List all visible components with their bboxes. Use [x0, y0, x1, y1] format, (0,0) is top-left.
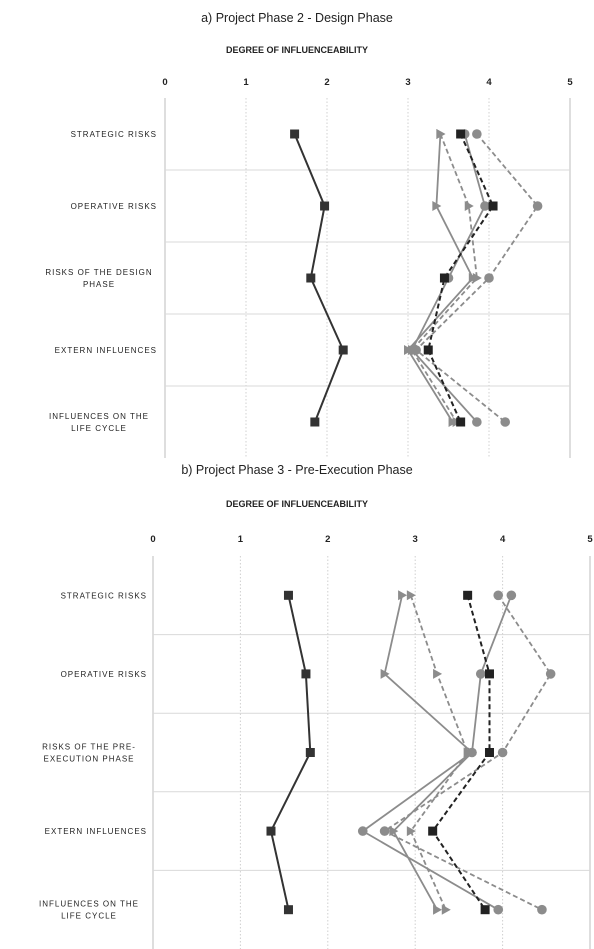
chart-b-category-label: LIFE CYCLE — [61, 912, 117, 921]
chart-b-triangle-marker — [433, 668, 443, 679]
chart-a-circle-marker — [484, 273, 494, 283]
chart-a-title: a) Project Phase 2 - Design Phase — [201, 11, 393, 25]
chart-a-square-marker — [310, 417, 320, 427]
chart-a-tick-label: 1 — [243, 77, 249, 88]
chart-b-category-label: RISKS OF THE PRE- — [42, 743, 136, 752]
chart-b-triangle-marker — [380, 668, 390, 679]
chart-b-triangle-marker — [389, 826, 399, 837]
chart-b-square-marker — [305, 748, 315, 757]
chart-b-square-marker — [428, 826, 438, 836]
chart-b-category-label: INFLUENCES ON THE — [39, 900, 139, 909]
chart-b-triangle-marker — [398, 590, 408, 601]
chart-b-tick-label: 0 — [150, 534, 155, 545]
chart-a-category-label: RISKS OF THE DESIGN — [45, 268, 152, 277]
chart-b-square-marker — [283, 905, 293, 915]
chart-a-circle-marker — [532, 201, 543, 211]
chart-b-category-label: OPERATIVE RISKS — [61, 670, 147, 679]
chart-a-tick-label: 0 — [162, 77, 167, 88]
chart-a-category-label: EXTERN INFLUENCES — [55, 346, 157, 355]
chart-b-tick-label: 5 — [587, 534, 593, 545]
chart-a-category-label: OPERATIVE RISKS — [71, 202, 157, 211]
chart-a-circle-marker — [480, 201, 490, 211]
chart-b-triangle-marker — [433, 904, 443, 915]
chart-a-tick-label: 3 — [405, 77, 410, 88]
chart-b-series-line — [383, 595, 474, 911]
chart-b-series-line — [431, 595, 491, 911]
chart-b-axis-title: DEGREE OF INFLUENCEABILITY — [226, 499, 368, 509]
chart-a-category-label: LIFE CYCLE — [71, 424, 127, 433]
chart-b-title: b) Project Phase 3 - Pre-Execution Phase — [181, 463, 412, 477]
chart-a-tick-label: 4 — [486, 77, 492, 88]
chart-a-square-marker — [320, 201, 330, 211]
chart-b-circle-marker — [493, 590, 504, 601]
chart-b-tick-label: 4 — [500, 534, 506, 545]
chart-b-circle-marker — [497, 747, 508, 758]
chart-b-circle-marker — [379, 826, 390, 836]
chart-a-series-line — [410, 133, 478, 423]
chart-a-tick-label: 5 — [567, 77, 573, 88]
chart-b-square-marker — [301, 669, 311, 679]
chart-a-square-marker — [423, 345, 433, 355]
chart-a-category-label: PHASE — [83, 280, 115, 289]
chart-b-tick-label: 3 — [413, 534, 418, 545]
chart-a-circle-marker — [500, 417, 511, 427]
chart-a-square-marker — [456, 129, 466, 139]
chart-b-square-marker — [484, 748, 494, 757]
chart-b-square-marker — [266, 826, 276, 836]
chart-b-square-marker — [283, 590, 293, 600]
chart-a-square-marker — [488, 201, 498, 211]
chart-a-square-marker — [439, 273, 449, 283]
chart-b-circle-marker — [467, 747, 477, 758]
chart-b-category-label: STRATEGIC RISKS — [61, 591, 147, 600]
chart-a-triangle-marker — [436, 129, 446, 139]
chart-b-series-line — [269, 595, 312, 910]
chart-b-category-label: EXECUTION PHASE — [43, 755, 134, 764]
chart-a-axis-title: DEGREE OF INFLUENCEABILITY — [226, 45, 368, 55]
chart-a-triangle-marker — [472, 273, 482, 283]
chart-b-triangle-marker — [406, 826, 416, 837]
chart-a-square-marker — [290, 129, 300, 139]
chart-b-series-line — [409, 595, 469, 911]
chart-b-circle-marker — [475, 669, 486, 679]
chart-a-square-marker — [338, 345, 348, 355]
chart-b-tick-label: 1 — [238, 534, 244, 545]
chart-b-square-marker — [463, 590, 473, 600]
chart-a-circle-marker — [411, 345, 421, 355]
chart-a-square-marker — [306, 273, 316, 283]
chart-b-triangle-marker — [441, 904, 451, 915]
chart-a-category-label: STRATEGIC RISKS — [71, 130, 157, 139]
chart-a-series-line — [293, 133, 345, 423]
chart-b-triangle-marker — [406, 590, 416, 601]
chart-a-triangle-marker — [464, 201, 474, 211]
chart-a-square-marker — [456, 417, 466, 427]
chart-a-category-label: INFLUENCES ON THE — [49, 412, 149, 421]
chart-b-circle-marker — [537, 904, 547, 915]
chart-b-circle-marker — [493, 904, 504, 915]
chart-b-category-label: EXTERN INFLUENCES — [45, 827, 147, 836]
chart-a-series-line — [427, 133, 495, 423]
chart-b-square-marker — [480, 905, 490, 915]
chart-b-circle-marker — [545, 669, 556, 679]
chart-a-tick-label: 2 — [324, 77, 329, 88]
chart-b-square-marker — [484, 669, 494, 679]
chart-a-series-line — [414, 133, 539, 423]
chart-a-circle-marker — [472, 417, 482, 427]
chart-b-tick-label: 2 — [325, 534, 330, 545]
chart-b-circle-marker — [357, 826, 368, 836]
chart-b-circle-marker — [506, 590, 517, 601]
chart-a-circle-marker — [472, 129, 482, 139]
chart-a-triangle-marker — [432, 201, 442, 211]
